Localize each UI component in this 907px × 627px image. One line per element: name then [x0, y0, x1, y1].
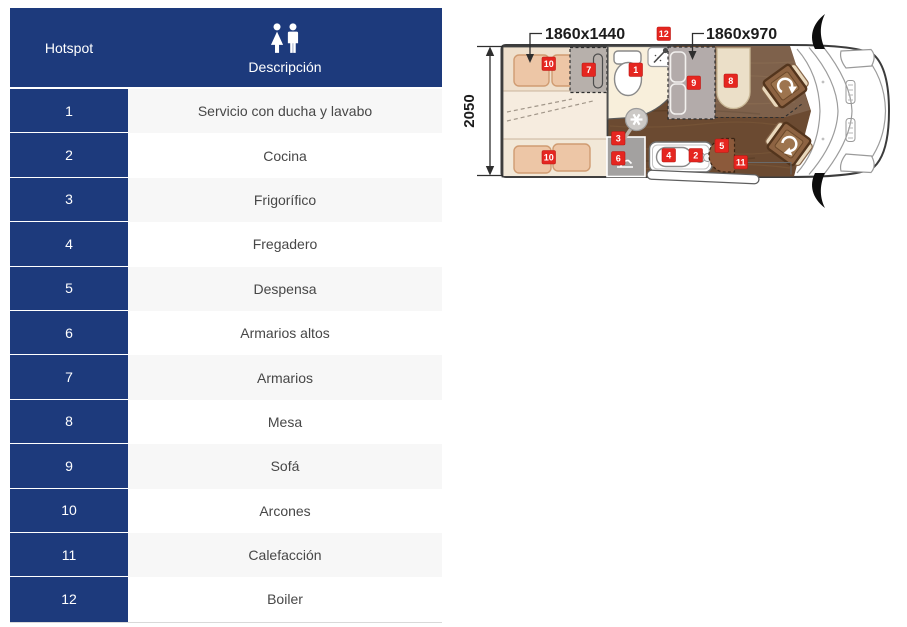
svg-text:1860x970: 1860x970	[706, 26, 777, 43]
dimension-rear-bed: 1860x1440	[526, 26, 625, 63]
description-cell: Arcones	[128, 488, 442, 533]
hotspot-number-cell: 7	[10, 355, 128, 400]
grille	[845, 118, 856, 142]
svg-text:7: 7	[586, 65, 591, 75]
hotspot-marker-4[interactable]: 4	[661, 148, 676, 163]
bed-slide-dash	[506, 100, 594, 122]
hotspot-number-cell: 9	[10, 444, 128, 489]
table-row: 6 Armarios altos	[10, 310, 442, 356]
description-cell: Servicio con ducha y lavabo	[128, 89, 442, 134]
svg-text:5: 5	[719, 141, 724, 151]
svg-text:10: 10	[544, 59, 554, 69]
hotspot-marker-11[interactable]: 11	[733, 155, 748, 170]
hotspot-marker-12[interactable]: 12	[656, 26, 671, 41]
description-header-label: Descripción	[248, 59, 322, 75]
swivel-seat	[765, 121, 813, 167]
dimension-front-bed: 1860x970	[688, 26, 777, 60]
description-cell: Despensa	[128, 266, 442, 311]
hotspot-number-cell: 12	[10, 577, 128, 622]
shower-icon	[653, 50, 666, 64]
hotspot-number-cell: 11	[10, 532, 128, 578]
swivel-seat	[761, 63, 809, 109]
description-cell: Mesa	[128, 399, 442, 445]
table-row: 2 Cocina	[10, 133, 442, 178]
hotspot-marker-10-rear[interactable]: 10	[541, 56, 556, 71]
hotspot-marker-7[interactable]: 7	[581, 62, 596, 77]
hotspot-number-cell: 6	[10, 310, 128, 356]
description-column-header: Descripción	[128, 8, 442, 87]
description-cell: Armarios altos	[128, 310, 442, 356]
side-mirror	[812, 173, 825, 208]
legend-header: Hotspot Descripción	[10, 8, 442, 89]
hotspot-marker-2[interactable]: 2	[688, 148, 703, 163]
grille	[845, 80, 856, 104]
hotspot-number-cell: 1	[10, 89, 128, 134]
description-cell: Fregadero	[128, 222, 442, 267]
svg-text:1860x1440: 1860x1440	[545, 26, 625, 43]
cab-detail-lines	[796, 46, 887, 176]
man-woman-icon	[270, 23, 299, 53]
description-cell: Cocina	[128, 133, 442, 178]
table-row: 4 Fregadero	[10, 222, 442, 267]
hotspot-marker-8[interactable]: 8	[723, 73, 738, 88]
side-mirror	[812, 14, 825, 49]
svg-text:1: 1	[633, 65, 638, 75]
description-cell: Armarios	[128, 355, 442, 400]
front-bed-zone-dash	[715, 103, 803, 119]
hotspot-marker-6[interactable]: 6	[611, 151, 626, 166]
svg-text:12: 12	[659, 29, 669, 39]
hotspot-number-cell: 2	[10, 133, 128, 178]
svg-text:8: 8	[728, 76, 733, 86]
hotspot-marker-9[interactable]: 9	[686, 75, 701, 90]
svg-text:6: 6	[616, 154, 621, 164]
rotate-arrow-icon	[776, 77, 794, 94]
table-row: 12 Boiler	[10, 577, 442, 622]
description-cell: Frigorífico	[128, 177, 442, 223]
entry-step	[646, 169, 760, 185]
table-row: 8 Mesa	[10, 399, 442, 445]
vent-fan-icon	[624, 107, 649, 132]
table-row: 11 Calefacción	[10, 532, 442, 578]
svg-text:11: 11	[736, 158, 746, 168]
legend-rows: 1 Servicio con ducha y lavabo 2 Cocina 3…	[10, 89, 442, 622]
headlight	[839, 48, 875, 69]
dimension-interior-width: 2050	[461, 45, 503, 177]
hotspot-legend-table: Hotspot Descripción 1 Servicio con ducha…	[10, 8, 442, 623]
table-row: 7 Armarios	[10, 355, 442, 400]
rotate-arrow-icon	[781, 135, 798, 153]
hotspot-number-cell: 3	[10, 177, 128, 223]
table-row: 3 Frigorífico	[10, 177, 442, 223]
hotspot-marker-3[interactable]: 3	[611, 131, 626, 146]
description-cell: Sofá	[128, 444, 442, 489]
svg-text:3: 3	[616, 134, 621, 144]
table-row: 9 Sofá	[10, 444, 442, 489]
svg-text:2050: 2050	[461, 94, 478, 127]
svg-text:9: 9	[691, 78, 696, 88]
hotspot-marker-1[interactable]: 1	[628, 62, 643, 77]
headlight	[839, 153, 875, 174]
motorhome-floorplan: 2050 1860x1440 1860x970 12 10 7 1 9 8 3 …	[461, 14, 891, 208]
hotspot-column-header: Hotspot	[44, 39, 94, 56]
hotspot-marker-5[interactable]: 5	[714, 138, 729, 153]
svg-text:2: 2	[693, 151, 698, 161]
heater-leader-line	[747, 162, 792, 175]
hotspot-number-cell: 8	[10, 399, 128, 445]
table-row: 1 Servicio con ducha y lavabo	[10, 89, 442, 134]
svg-text:10: 10	[544, 153, 554, 163]
hotspot-number-cell: 5	[10, 266, 128, 311]
table-row: 10 Arcones	[10, 488, 442, 533]
hotspot-number-cell: 10	[10, 488, 128, 533]
hotspot-marker-10-front[interactable]: 10	[541, 150, 556, 165]
svg-text:4: 4	[666, 151, 671, 161]
hotspot-number-cell: 4	[10, 222, 128, 267]
description-cell: Calefacción	[128, 532, 442, 578]
description-cell: Boiler	[128, 577, 442, 622]
table-row: 5 Despensa	[10, 266, 442, 311]
